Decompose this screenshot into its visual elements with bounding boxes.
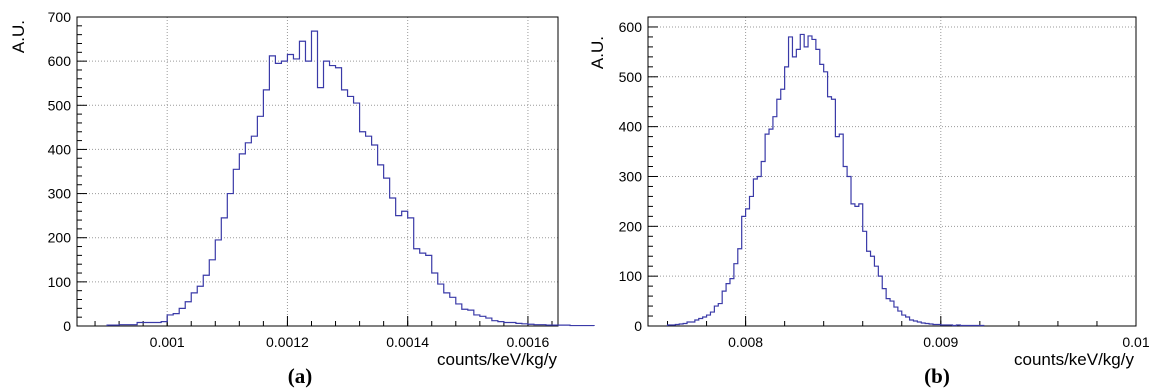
y-tick-label: 100: [48, 274, 72, 290]
histogram-panel-b: 0 100 200 300 400 500 600 0.008 0.009 0.01 A.U. cou…: [588, 16, 1150, 388]
histogram-panel-a: 0 100 200 300 400 500 600 700 0.001 0.0012 0.0014 0…: [9, 9, 595, 388]
y-tick-label: 400: [619, 119, 643, 135]
y-tick-label: 700: [48, 9, 72, 25]
y-axis-title: A.U.: [9, 20, 28, 53]
plot-frame: [76, 16, 559, 327]
x-tick-label: 0.01: [1122, 334, 1149, 350]
x-tick-label: 0.0012: [266, 334, 309, 350]
y-tick-label: 400: [48, 141, 72, 157]
y-tick-label: 200: [619, 218, 643, 234]
y-axis-title: A.U.: [588, 36, 607, 69]
y-tick-label: 500: [48, 97, 72, 113]
plot-frame: [647, 16, 1137, 327]
y-tick-label: 600: [48, 53, 72, 69]
y-tick-label: 600: [619, 19, 643, 35]
x-axis-title: counts/keV/kg/y: [1014, 350, 1135, 369]
y-tick-label: 200: [48, 230, 72, 246]
x-tick-label: 0.0014: [386, 334, 429, 350]
panel-label: (a): [288, 364, 313, 388]
y-tick-label: 100: [619, 268, 643, 284]
x-tick-label: 0.008: [728, 334, 763, 350]
y-tick-label: 0: [63, 318, 71, 334]
histogram-series: [106, 30, 595, 327]
panel-label: (b): [924, 364, 950, 388]
x-tick-label: 0.009: [923, 334, 958, 350]
x-tick-label: 0.0016: [507, 334, 550, 350]
y-tick-label: 500: [619, 69, 643, 85]
y-tick-label: 300: [619, 168, 643, 184]
y-tick-label: 0: [634, 318, 642, 334]
x-axis-title: counts/keV/kg/y: [437, 350, 558, 369]
x-tick-label: 0.001: [150, 334, 185, 350]
histogram-series: [666, 33, 985, 327]
y-tick-label: 300: [48, 186, 72, 202]
